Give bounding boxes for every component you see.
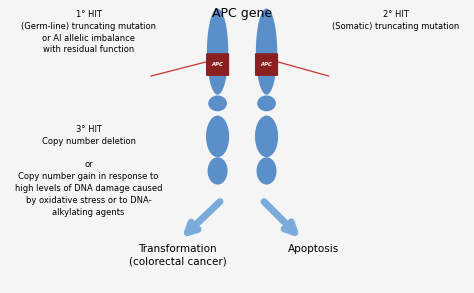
Text: Apoptosis: Apoptosis — [288, 244, 339, 254]
FancyBboxPatch shape — [206, 53, 229, 76]
Text: 1° HIT
(Germ-line) truncating mutation
or AI allelic imbalance
with residual fun: 1° HIT (Germ-line) truncating mutation o… — [21, 10, 156, 54]
Ellipse shape — [206, 116, 229, 157]
Ellipse shape — [255, 116, 278, 157]
Ellipse shape — [257, 96, 276, 111]
Text: Transformation
(colorectal cancer): Transformation (colorectal cancer) — [128, 244, 227, 267]
Ellipse shape — [208, 96, 227, 111]
Text: APC: APC — [261, 62, 273, 67]
Ellipse shape — [256, 157, 276, 185]
Text: APC gene: APC gene — [212, 7, 272, 20]
Ellipse shape — [208, 157, 228, 185]
FancyBboxPatch shape — [255, 53, 278, 76]
Ellipse shape — [207, 8, 228, 95]
Text: 3° HIT
Copy number deletion

or
Copy number gain in response to
high levels of D: 3° HIT Copy number deletion or Copy numb… — [15, 125, 162, 217]
Ellipse shape — [256, 8, 277, 95]
Text: APC: APC — [212, 62, 224, 67]
Text: 2° HIT
(Somatic) truncating mutation: 2° HIT (Somatic) truncating mutation — [332, 10, 459, 31]
